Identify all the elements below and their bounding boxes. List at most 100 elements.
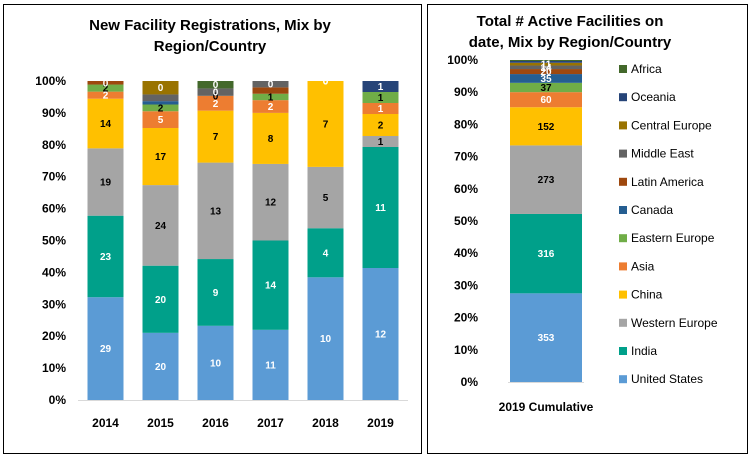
left-data-label-eastern-europe: 0 [213, 91, 219, 102]
left-bar-middle-east-2017 [252, 81, 289, 88]
right-chart-border [427, 4, 748, 454]
left-category-label: 2019 [367, 416, 394, 430]
left-bar-india-2014 [87, 215, 124, 298]
right-y-tick-label: 50% [454, 214, 478, 228]
right-category-label: 2019 Cumulative [499, 400, 594, 414]
right-bar-middle-east-2019-cumulative [510, 65, 582, 70]
left-data-label-western-europe: 24 [155, 221, 167, 232]
left-bar-india-2019 [362, 147, 399, 268]
right-y-tick-label: 100% [447, 53, 478, 67]
legend-label-eastern-europe: Eastern Europe [631, 231, 715, 245]
left-category-label: 2016 [202, 416, 229, 430]
legend-swatch-asia [619, 262, 627, 271]
left-y-tick-label: 80% [42, 138, 66, 152]
legend-swatch-middle-east [619, 149, 627, 158]
left-y-tick-label: 90% [42, 106, 66, 120]
left-bar-eastern-europe-2019 [362, 92, 399, 103]
right-y-tick-label: 0% [461, 375, 479, 389]
left-bar-united-states-2016 [197, 325, 234, 400]
left-bar-china-2017 [252, 112, 289, 164]
left-bar-india-2015 [142, 265, 179, 333]
left-data-label-asia: 5 [158, 115, 164, 126]
left-y-tick-label: 40% [42, 265, 66, 279]
right-bar-latin-america-2019-cumulative [510, 69, 582, 75]
left-chart-title-line-2: Region/Country [154, 38, 267, 55]
left-data-label-china: 7 [323, 119, 329, 130]
legend-label-canada: Canada [631, 203, 673, 217]
left-bar-western-europe-2014 [87, 148, 124, 216]
left-bar-africa-2016 [197, 81, 234, 89]
left-bar-india-2018 [307, 228, 344, 278]
legend-label-central-europe: Central Europe [631, 118, 712, 132]
left-data-label-western-europe: 1 [378, 137, 384, 148]
legend-label-china: China [631, 288, 663, 302]
right-data-label-united-states: 353 [538, 333, 555, 344]
left-bar-asia-2016 [197, 95, 234, 111]
left-y-tick-label: 70% [42, 170, 66, 184]
left-bar-asia-2015 [142, 111, 179, 129]
right-chart-title-line-2: date, Mix by Region/Country [469, 34, 672, 51]
right-y-tick-label: 30% [454, 278, 478, 292]
left-data-label-eastern-europe: 2 [103, 84, 109, 95]
left-data-label-india: 11 [375, 203, 386, 214]
left-data-label-middle-east: 0 [213, 88, 219, 99]
left-data-label-western-europe: 12 [265, 198, 277, 209]
right-y-tick-label: 70% [454, 150, 478, 164]
left-bar-western-europe-2017 [252, 163, 289, 241]
left-category-label: 2018 [312, 416, 339, 430]
left-y-tick-label: 0% [49, 393, 67, 407]
right-data-label-china: 152 [538, 122, 555, 133]
left-bar-united-states-2015 [142, 332, 179, 400]
left-data-label-eastern-europe: 1 [378, 93, 384, 104]
left-y-tick-label: 20% [42, 329, 66, 343]
right-y-tick-label: 10% [454, 343, 478, 357]
legend-label-africa: Africa [631, 62, 662, 76]
left-bar-india-2016 [197, 259, 234, 326]
left-y-tick-label: 30% [42, 297, 66, 311]
right-bar-china-2019-cumulative [510, 107, 582, 146]
left-data-label-united-states: 20 [155, 362, 167, 373]
legend-swatch-china [619, 290, 627, 299]
left-category-label: 2017 [257, 416, 284, 430]
left-chart-plot: 0%10%20%30%40%50%60%70%80%90%100%2923191… [35, 74, 408, 430]
left-category-label: 2014 [92, 416, 119, 430]
right-bar-india-2019-cumulative [510, 213, 582, 294]
left-y-tick-label: 100% [35, 74, 66, 88]
left-bar-united-states-2018 [307, 277, 344, 400]
left-bar-middle-east-2015 [142, 94, 179, 102]
right-chart-title-line-1: Total # Active Facilities on [477, 13, 664, 30]
left-y-tick-label: 60% [42, 202, 66, 216]
legend-swatch-united-states [619, 375, 627, 384]
legend-swatch-india [619, 347, 627, 355]
right-bar-eastern-europe-2019-cumulative [510, 82, 582, 93]
right-bar-africa-2019-cumulative [510, 60, 582, 62]
left-bar-eastern-europe-2017 [252, 93, 289, 101]
left-data-label-india: 20 [155, 295, 167, 306]
left-data-label-asia: 0 [323, 77, 329, 88]
left-chart-title-line-1: New Facility Registrations, Mix by [89, 17, 331, 34]
right-data-label-eastern-europe: 37 [540, 83, 552, 94]
left-bar-china-2014 [87, 98, 124, 149]
right-bar-central-europe-2019-cumulative [510, 62, 582, 66]
left-y-tick-label: 50% [42, 234, 66, 248]
left-data-label-india: 23 [100, 252, 112, 263]
left-data-label-united-states: 11 [265, 360, 276, 371]
right-bar-canada-2019-cumulative [510, 74, 582, 83]
left-bar-latin-america-2014 [87, 81, 124, 85]
right-y-tick-label: 80% [454, 117, 478, 131]
left-data-label-western-europe: 5 [323, 193, 329, 204]
right-y-tick-label: 20% [454, 311, 478, 325]
left-bar-western-europe-2018 [307, 166, 344, 229]
left-bar-china-2015 [142, 128, 179, 186]
left-bar-western-europe-2019 [362, 136, 399, 147]
left-bar-eastern-europe-2014 [87, 84, 124, 92]
legend-swatch-western-europe [619, 318, 627, 327]
legend-swatch-eastern-europe [619, 234, 627, 243]
left-bar-latin-america-2017 [252, 87, 289, 94]
left-data-label-western-europe: 13 [210, 206, 222, 217]
legend-label-western-europe: Western Europe [631, 316, 718, 330]
right-chart-plot: 0% 10% 20% 30% 40% 50% 60% 70% 80% 90% 100% 353 316 2… [447, 53, 593, 414]
left-y-tick-label: 10% [42, 361, 66, 375]
left-bar-asia-2019 [362, 103, 399, 114]
